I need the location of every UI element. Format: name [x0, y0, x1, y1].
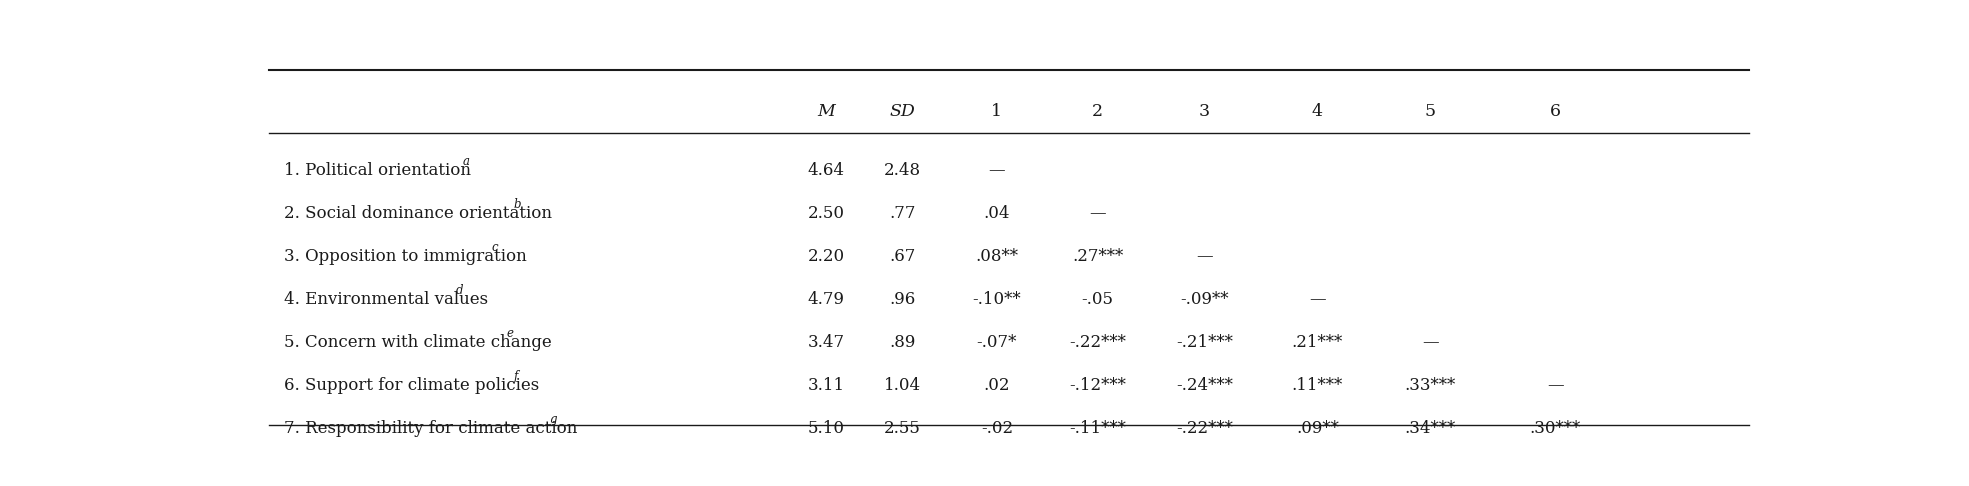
Text: 2: 2 — [1093, 103, 1103, 120]
Text: —: — — [1195, 248, 1213, 265]
Text: 6. Support for climate policies: 6. Support for climate policies — [284, 377, 540, 394]
Text: 2.50: 2.50 — [807, 205, 845, 222]
Text: 1.04: 1.04 — [884, 377, 921, 394]
Text: 1. Political orientation: 1. Political orientation — [284, 162, 471, 179]
Text: .34***: .34*** — [1404, 420, 1455, 437]
Text: g: g — [549, 413, 557, 426]
Text: 5: 5 — [1426, 103, 1435, 120]
Text: —: — — [1089, 205, 1107, 222]
Text: 2. Social dominance orientation: 2. Social dominance orientation — [284, 205, 551, 222]
Text: c: c — [492, 241, 498, 254]
Text: 4. Environmental values: 4. Environmental values — [284, 291, 488, 308]
Text: f: f — [514, 370, 518, 383]
Text: .11***: .11*** — [1292, 377, 1343, 394]
Text: e: e — [506, 327, 514, 340]
Text: 4.64: 4.64 — [807, 162, 845, 179]
Text: .96: .96 — [890, 291, 916, 308]
Text: .21***: .21*** — [1292, 334, 1343, 351]
Text: 1: 1 — [992, 103, 1002, 120]
Text: —: — — [1309, 291, 1325, 308]
Text: 2.55: 2.55 — [884, 420, 921, 437]
Text: -.24***: -.24*** — [1175, 377, 1233, 394]
Text: .27***: .27*** — [1071, 248, 1122, 265]
Text: -.09**: -.09** — [1179, 291, 1229, 308]
Text: 2.48: 2.48 — [884, 162, 921, 179]
Text: -.11***: -.11*** — [1069, 420, 1126, 437]
Text: —: — — [988, 162, 1006, 179]
Text: —: — — [1422, 334, 1439, 351]
Text: 3.11: 3.11 — [807, 377, 845, 394]
Text: -.02: -.02 — [981, 420, 1012, 437]
Text: a: a — [463, 155, 471, 168]
Text: .33***: .33*** — [1404, 377, 1455, 394]
Text: d: d — [455, 284, 463, 297]
Text: .02: .02 — [984, 377, 1010, 394]
Text: -.05: -.05 — [1081, 291, 1114, 308]
Text: .67: .67 — [890, 248, 916, 265]
Text: 4.79: 4.79 — [807, 291, 845, 308]
Text: 5. Concern with climate change: 5. Concern with climate change — [284, 334, 551, 351]
Text: 6: 6 — [1550, 103, 1561, 120]
Text: 3.47: 3.47 — [807, 334, 845, 351]
Text: 3: 3 — [1199, 103, 1211, 120]
Text: .04: .04 — [984, 205, 1010, 222]
Text: -.22***: -.22*** — [1069, 334, 1126, 351]
Text: 4: 4 — [1311, 103, 1323, 120]
Text: —: — — [1548, 377, 1563, 394]
Text: -.22***: -.22*** — [1175, 420, 1233, 437]
Text: -.12***: -.12*** — [1069, 377, 1126, 394]
Text: 2.20: 2.20 — [807, 248, 845, 265]
Text: M: M — [817, 103, 835, 120]
Text: 3. Opposition to immigration: 3. Opposition to immigration — [284, 248, 528, 265]
Text: -.07*: -.07* — [977, 334, 1018, 351]
Text: .77: .77 — [890, 205, 916, 222]
Text: .08**: .08** — [975, 248, 1018, 265]
Text: .89: .89 — [890, 334, 916, 351]
Text: -.21***: -.21*** — [1175, 334, 1233, 351]
Text: .09**: .09** — [1296, 420, 1339, 437]
Text: .30***: .30*** — [1530, 420, 1581, 437]
Text: -.10**: -.10** — [973, 291, 1022, 308]
Text: b: b — [514, 198, 522, 211]
Text: SD: SD — [890, 103, 916, 120]
Text: 7. Responsibility for climate action: 7. Responsibility for climate action — [284, 420, 577, 437]
Text: 5.10: 5.10 — [807, 420, 845, 437]
